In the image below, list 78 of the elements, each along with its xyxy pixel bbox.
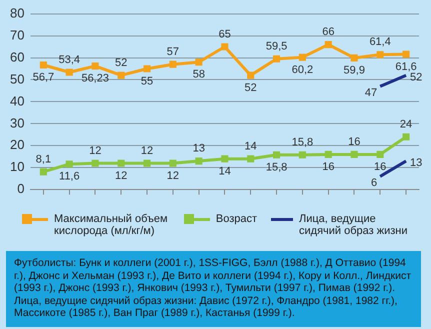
point <box>92 160 99 167</box>
data-label: 53,4 <box>58 54 80 66</box>
data-label: 59,9 <box>344 64 365 76</box>
data-label: 16 <box>348 136 360 148</box>
point <box>169 160 176 167</box>
point <box>324 41 332 48</box>
point <box>92 62 99 70</box>
point <box>118 72 125 79</box>
point <box>143 65 151 72</box>
point <box>247 72 254 79</box>
point <box>376 51 384 58</box>
data-label: 11,6 <box>59 170 80 183</box>
data-label: 56,23 <box>81 72 109 85</box>
point <box>195 157 202 165</box>
y-tick-label: 70 <box>10 27 24 42</box>
data-label: 8,1 <box>36 153 52 166</box>
data-label: 12 <box>166 170 180 182</box>
data-label: 65 <box>218 28 231 40</box>
legend-label: Лица, ведущие сидячий образ жизни <box>299 213 408 237</box>
point <box>66 160 73 168</box>
data-label: 58 <box>192 68 205 81</box>
point <box>273 151 280 158</box>
data-label: 57 <box>166 46 180 58</box>
point <box>350 150 358 158</box>
text: Футболисты: Бунк и коллеги (2001 г.), 1SS-FIGG, Бэлл (1988 г.), Д Оттавио (1994 г.), Джонс и Хельман (1993 г.), Де Вито и коллеги (1994 г.), Кору и Колл., Линдкист (1993 г.), Джонс (1993 г.), Янкович (1993 г.), Тумильти (1997 г.), Пимав (1992 г.). <box>14 257 412 294</box>
point <box>40 168 47 176</box>
data-label: 55 <box>140 75 154 88</box>
point <box>402 133 410 140</box>
data-label: 52 <box>410 71 422 84</box>
point <box>298 54 306 61</box>
y-tick-label: 30 <box>10 115 24 130</box>
point <box>221 43 228 50</box>
data-label: 13 <box>192 142 205 155</box>
data-label: 14 <box>218 165 231 178</box>
data-label: 52 <box>244 82 257 94</box>
data-label: 15,8 <box>292 136 314 148</box>
y-tick-label: 50 <box>10 71 24 86</box>
y-tick-label: 40 <box>10 93 24 108</box>
point <box>402 50 410 58</box>
point <box>324 150 332 158</box>
data-label: 61,6 <box>395 60 417 73</box>
point <box>350 54 358 62</box>
data-label: 15,8 <box>266 161 288 174</box>
point <box>195 58 202 66</box>
data-label: 61,4 <box>369 36 391 48</box>
data-label: 56,7 <box>32 72 54 84</box>
text: Лица, ведущие сидячий образ жизни: Давис (1972 г.), Фландро (1981, 1982 гг.), Массикоте (1985 г.), Ван Праг (1989 г.), Кастанья (1999 г.). <box>14 294 398 320</box>
point <box>169 60 176 68</box>
data-label: 24 <box>400 118 412 130</box>
data-label: 59,5 <box>266 40 288 52</box>
point <box>376 150 384 158</box>
y-tick-label: 10 <box>10 159 24 174</box>
point <box>143 160 151 167</box>
point <box>247 155 254 162</box>
data-label: 66 <box>322 26 334 38</box>
data-label: 16 <box>374 160 386 173</box>
y-tick-label: 0 <box>17 181 24 196</box>
data-label: 14 <box>244 140 257 152</box>
y-tick-label: 80 <box>10 5 24 20</box>
point <box>298 151 306 158</box>
data-label: 12 <box>140 144 154 157</box>
point <box>118 160 125 167</box>
data-label: 13 <box>410 157 422 170</box>
legend-label: Максимальный объем кислорода (мл/кг/м) <box>54 213 169 237</box>
point <box>273 55 280 62</box>
data-label: 52 <box>114 56 128 69</box>
data-label: 47 <box>364 86 378 99</box>
point <box>66 68 73 76</box>
data-label: 12 <box>89 144 102 157</box>
data-label: 12 <box>114 170 128 182</box>
data-label: 16 <box>322 160 334 173</box>
y-tick-label: 20 <box>10 137 24 152</box>
data-label: 6 <box>371 176 378 189</box>
point <box>221 155 228 162</box>
point <box>40 61 47 69</box>
data-label: 60,2 <box>292 64 314 76</box>
y-tick-label: 60 <box>10 49 24 64</box>
legend-label: Возраст <box>216 213 258 225</box>
